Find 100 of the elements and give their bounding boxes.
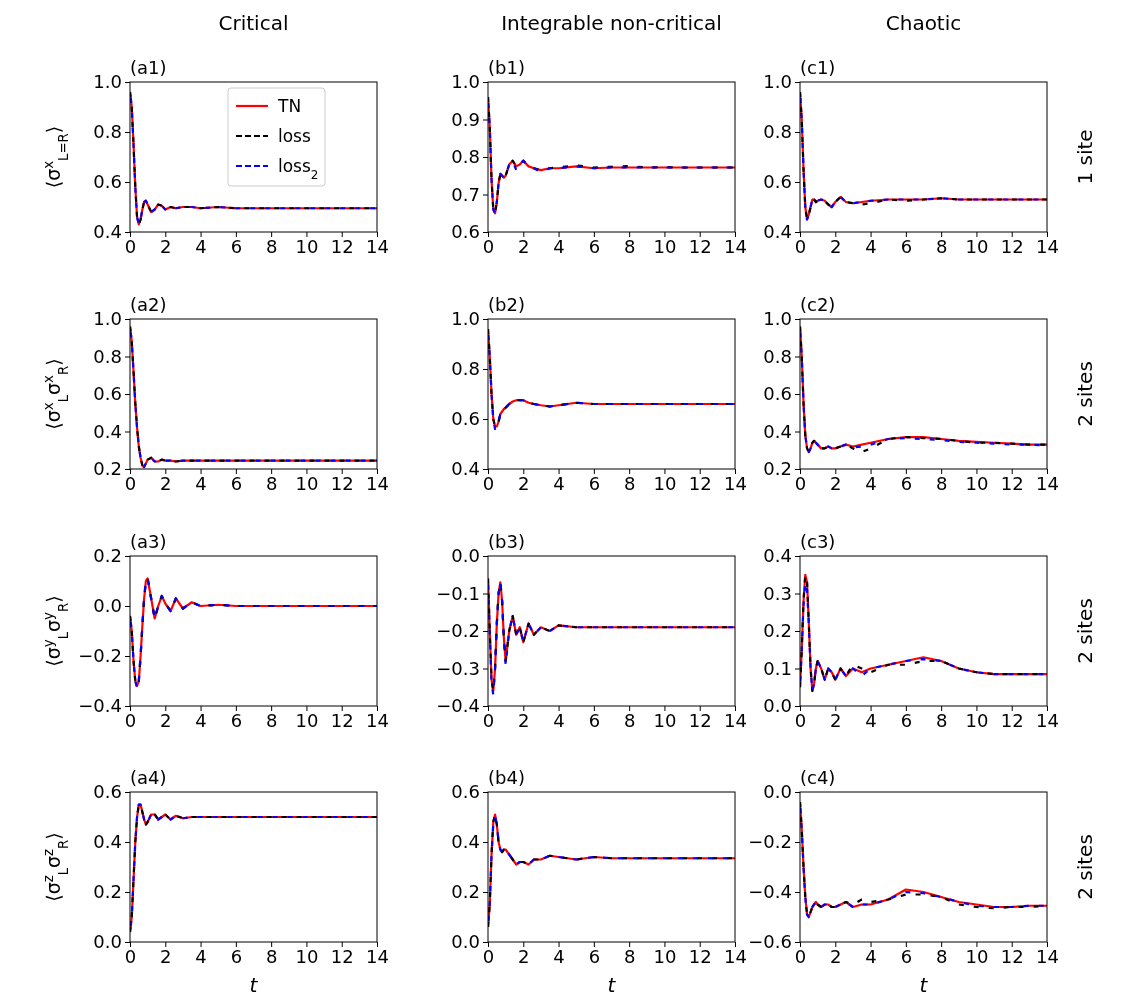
y-tick-label: 1.0: [93, 308, 122, 330]
x-tick-label: 2: [830, 945, 842, 967]
chart-title: (a1): [130, 57, 167, 78]
chart-title: (c4): [800, 767, 836, 788]
y-tick-label: 0.2: [93, 545, 122, 567]
x-tick-label: 4: [865, 709, 877, 731]
y-tick-label: 0.9: [451, 108, 480, 130]
y-tick-label: 0.6: [763, 171, 792, 193]
x-tick-label: 2: [518, 945, 530, 967]
x-tick-label: 10: [653, 709, 677, 731]
x-tick-label: 4: [195, 235, 207, 257]
y-tick-label: 0.1: [763, 657, 792, 679]
x-tick-label: 0: [794, 235, 807, 257]
chart-title: (a3): [130, 531, 167, 552]
y-tick-label: 0.4: [93, 831, 122, 853]
x-tick-label: 6: [230, 235, 243, 257]
x-tick-label: 12: [1000, 945, 1024, 967]
y-tick-label: −0.2: [748, 831, 792, 853]
x-axis-title: t: [919, 973, 929, 997]
x-tick-label: 8: [623, 709, 636, 731]
y-tick-label: 0.8: [451, 358, 480, 380]
y-tick-label: 0.6: [93, 383, 122, 405]
y-tick-label: 0.8: [451, 146, 480, 168]
x-tick-label: 10: [295, 235, 319, 257]
y-tick-label: 0.3: [763, 582, 792, 604]
x-axis-title: t: [607, 973, 617, 997]
y-tick-label: 1.0: [451, 71, 480, 93]
x-tick-label: 6: [588, 945, 601, 967]
y-tick-label: 0.8: [763, 345, 792, 367]
x-tick-label: 12: [330, 472, 354, 494]
x-tick-label: 14: [366, 472, 389, 494]
chart-subtitle: Critical: [218, 11, 289, 35]
x-tick-label: 2: [518, 709, 530, 731]
x-tick-label: 4: [865, 945, 877, 967]
y-tick-label: −0.4: [78, 695, 122, 717]
x-tick-label: 14: [366, 945, 389, 967]
y-tick-label: 1.0: [763, 71, 792, 93]
x-tick-label: 6: [900, 235, 913, 257]
y-tick-label: 0.6: [763, 383, 792, 405]
x-tick-label: 8: [265, 472, 278, 494]
chart-title: (c1): [800, 57, 836, 78]
x-tick-label: 4: [195, 945, 207, 967]
y-tick-label: 0.4: [763, 420, 792, 442]
y-tick-label: 0.0: [451, 931, 480, 953]
x-tick-label: 8: [935, 709, 948, 731]
y-tick-label: 0.6: [93, 781, 122, 803]
chart-title: (a2): [130, 294, 167, 315]
x-tick-label: 8: [265, 709, 278, 731]
y-tick-label: 0.4: [93, 221, 122, 243]
x-tick-label: 12: [688, 472, 712, 494]
y-tick-label: 0.8: [93, 121, 122, 143]
x-tick-label: 10: [295, 472, 319, 494]
x-tick-label: 10: [965, 945, 989, 967]
x-tick-label: 6: [900, 709, 913, 731]
x-tick-label: 6: [588, 235, 601, 257]
x-tick-label: 10: [965, 709, 989, 731]
y-tick-label: 0.2: [763, 458, 792, 480]
y2-axis-title: 2 sites: [1073, 361, 1097, 427]
x-axis-title: t: [249, 973, 259, 997]
x-tick-label: 2: [518, 235, 530, 257]
chart-subtitle: Chaotic: [885, 11, 962, 35]
x-tick-label: 2: [518, 472, 530, 494]
x-tick-label: 6: [230, 709, 243, 731]
x-tick-label: 0: [794, 945, 807, 967]
chart-title: (c3): [800, 531, 836, 552]
x-tick-label: 0: [124, 945, 137, 967]
x-tick-label: 2: [160, 945, 172, 967]
x-tick-label: 8: [935, 472, 948, 494]
x-tick-label: 2: [160, 472, 172, 494]
y-tick-label: 0.2: [763, 620, 792, 642]
x-tick-label: 12: [330, 235, 354, 257]
x-tick-label: 12: [688, 945, 712, 967]
x-tick-label: 14: [1036, 945, 1059, 967]
chart-title: (a4): [130, 767, 167, 788]
x-tick-label: 10: [653, 472, 677, 494]
x-tick-label: 12: [330, 709, 354, 731]
x-tick-label: 2: [830, 709, 842, 731]
y-tick-label: −0.3: [436, 657, 480, 679]
x-tick-label: 8: [935, 235, 948, 257]
chart-title: (b2): [488, 294, 525, 315]
y-tick-label: 0.0: [93, 595, 122, 617]
x-tick-label: 0: [482, 235, 495, 257]
x-tick-label: 6: [588, 472, 601, 494]
y-tick-label: 0.6: [93, 171, 122, 193]
x-tick-label: 14: [724, 472, 747, 494]
x-tick-label: 4: [553, 709, 565, 731]
x-tick-label: 4: [865, 472, 877, 494]
x-tick-label: 4: [865, 235, 877, 257]
y-tick-label: 1.0: [451, 308, 480, 330]
y-tick-label: 0.2: [451, 881, 480, 903]
x-tick-label: 14: [1036, 472, 1059, 494]
y2-axis-title: 2 sites: [1073, 598, 1097, 664]
y-tick-label: 1.0: [93, 71, 122, 93]
x-tick-label: 12: [1000, 472, 1024, 494]
x-tick-label: 0: [482, 709, 495, 731]
y-tick-label: 0.6: [451, 781, 480, 803]
x-tick-label: 4: [553, 235, 565, 257]
y-tick-label: 1.0: [763, 308, 792, 330]
x-tick-label: 14: [1036, 235, 1059, 257]
y2-axis-title: 2 sites: [1073, 834, 1097, 900]
